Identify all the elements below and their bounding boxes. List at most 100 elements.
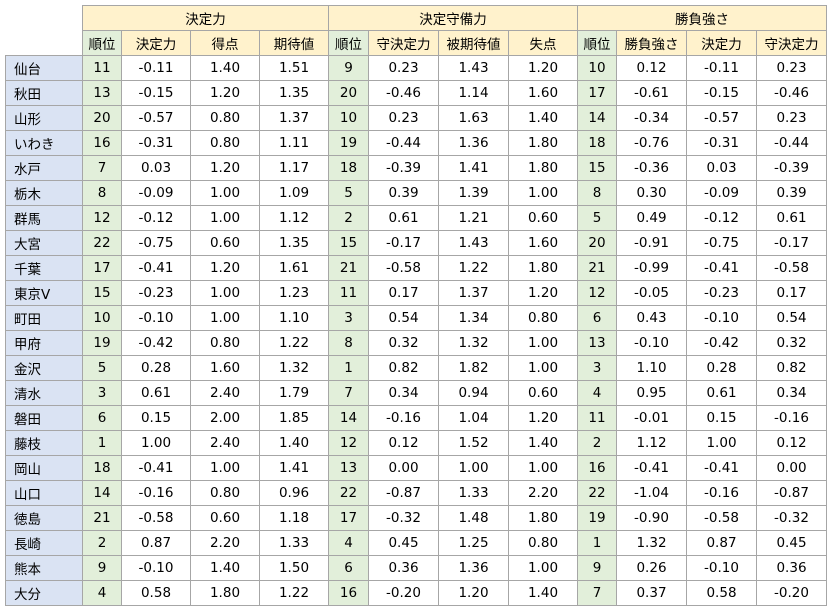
rank-cell: 20 (577, 230, 617, 256)
rank-cell: 13 (328, 455, 369, 481)
corner (6, 6, 83, 31)
value-cell: 1.20 (190, 255, 260, 281)
value-cell: 0.23 (368, 105, 439, 131)
value-cell: 1.00 (190, 455, 260, 481)
team-name: 大宮 (5, 230, 83, 256)
value-cell: 1.14 (438, 80, 509, 106)
column-header: 勝負強さ (616, 30, 687, 56)
value-cell: 0.23 (756, 105, 827, 131)
rank-cell: 8 (328, 330, 369, 356)
data-row: いわき 16 -0.31 0.80 1.11 19 -0.44 1.36 1.80 18 -0.76… (5, 130, 827, 156)
value-cell: -0.41 (686, 255, 757, 281)
data-row: 磐田 6 0.15 2.00 1.85 14 -0.16 1.04 1.20 11 -0.01 0.1… (5, 405, 827, 431)
value-cell: 1.37 (259, 105, 329, 131)
group-header: 決定力 (82, 5, 329, 31)
group-header: 決定守備力 (328, 5, 578, 31)
rank-cell: 16 (577, 455, 617, 481)
team-name: 秋田 (5, 80, 83, 106)
value-cell: 1.20 (508, 405, 578, 431)
value-cell: 1.40 (508, 105, 578, 131)
rank-cell: 10 (328, 105, 369, 131)
value-cell: 0.00 (756, 455, 827, 481)
value-cell: -0.58 (756, 255, 827, 281)
value-cell: -0.42 (686, 330, 757, 356)
rank-cell: 20 (82, 105, 122, 131)
team-name: 長崎 (5, 530, 83, 556)
value-cell: 0.17 (368, 280, 439, 306)
value-cell: -0.42 (121, 330, 191, 356)
team-name: 山形 (5, 105, 83, 131)
value-cell: 0.17 (756, 280, 827, 306)
data-row: 清水 3 0.61 2.40 1.79 7 0.34 0.94 0.60 4 0.95 0.61 0.3… (5, 380, 827, 406)
value-cell: -0.10 (121, 555, 191, 581)
value-cell: 0.94 (438, 380, 509, 406)
value-cell: 0.03 (121, 155, 191, 181)
rank-cell: 2 (577, 430, 617, 456)
value-cell: -0.44 (368, 130, 439, 156)
column-header-row: 順位 決定力 得点 期待値 順位 守決定力 被期待値 失点 順位 勝負強さ 決定力 守決定力 (6, 30, 827, 56)
column-header: 順位 (577, 30, 617, 56)
rank-cell: 21 (82, 505, 122, 531)
data-row: 岡山 18 -0.41 1.00 1.41 13 0.00 1.00 1.00 16 -0.41 -0… (5, 455, 827, 481)
rank-cell: 21 (328, 255, 369, 281)
data-row: 栃木 8 -0.09 1.00 1.09 5 0.39 1.39 1.00 8 0.30 -0.09 0… (5, 180, 827, 206)
value-cell: 1.32 (616, 530, 687, 556)
value-cell: 1.20 (190, 80, 260, 106)
value-cell: 1.61 (259, 255, 329, 281)
value-cell: 1.34 (438, 305, 509, 331)
rank-cell: 8 (82, 180, 122, 206)
value-cell: 1.21 (438, 205, 509, 231)
value-cell: -0.39 (756, 155, 827, 181)
column-header: 得点 (190, 30, 260, 56)
team-name: 千葉 (5, 255, 83, 281)
rank-cell: 3 (82, 380, 122, 406)
value-cell: -0.10 (121, 305, 191, 331)
value-cell: 1.25 (438, 530, 509, 556)
value-cell: 1.82 (438, 355, 509, 381)
value-cell: 0.80 (190, 130, 260, 156)
rank-cell: 17 (328, 505, 369, 531)
value-cell: -0.09 (686, 180, 757, 206)
value-cell: 0.54 (368, 305, 439, 331)
value-cell: -0.44 (756, 130, 827, 156)
value-cell: 1.36 (438, 555, 509, 581)
value-cell: 0.32 (368, 330, 439, 356)
value-cell: 1.40 (190, 55, 260, 81)
rank-cell: 1 (82, 430, 122, 456)
value-cell: 0.30 (616, 180, 687, 206)
value-cell: 1.00 (121, 430, 191, 456)
value-cell: 1.18 (259, 505, 329, 531)
value-cell: 1.00 (190, 305, 260, 331)
data-row: 熊本 9 -0.10 1.40 1.50 6 0.36 1.36 1.00 9 0.26 -0.10 0… (5, 555, 827, 581)
value-cell: 1.22 (438, 255, 509, 281)
rank-cell: 6 (82, 405, 122, 431)
group-header: 勝負強さ (577, 5, 827, 31)
value-cell: 0.61 (121, 380, 191, 406)
value-cell: 0.39 (368, 180, 439, 206)
data-row: 町田 10 -0.10 1.00 1.10 3 0.54 1.34 0.80 6 0.43 -0.10… (5, 305, 827, 331)
rank-cell: 5 (82, 355, 122, 381)
team-name: 岡山 (5, 455, 83, 481)
value-cell: 1.20 (508, 55, 578, 81)
value-cell: -0.58 (686, 505, 757, 531)
rank-cell: 4 (328, 530, 369, 556)
rank-cell: 12 (577, 280, 617, 306)
value-cell: 1.00 (686, 430, 757, 456)
data-row: 千葉 17 -0.41 1.20 1.61 21 -0.58 1.22 1.80 21 -0.99-… (5, 255, 827, 281)
team-name: 清水 (5, 380, 83, 406)
value-cell: 1.32 (259, 355, 329, 381)
value-cell: 0.15 (686, 405, 757, 431)
rank-cell: 7 (328, 380, 369, 406)
rank-cell: 14 (577, 105, 617, 131)
value-cell: 1.32 (438, 330, 509, 356)
team-name: いわき (5, 130, 83, 156)
rank-cell: 17 (577, 80, 617, 106)
team-name: 甲府 (5, 330, 83, 356)
rank-cell: 4 (577, 380, 617, 406)
rank-cell: 6 (577, 305, 617, 331)
team-name: 磐田 (5, 405, 83, 431)
value-cell: 0.58 (686, 580, 757, 606)
value-cell: 0.87 (686, 530, 757, 556)
column-header: 失点 (508, 30, 578, 56)
value-cell: -0.23 (686, 280, 757, 306)
